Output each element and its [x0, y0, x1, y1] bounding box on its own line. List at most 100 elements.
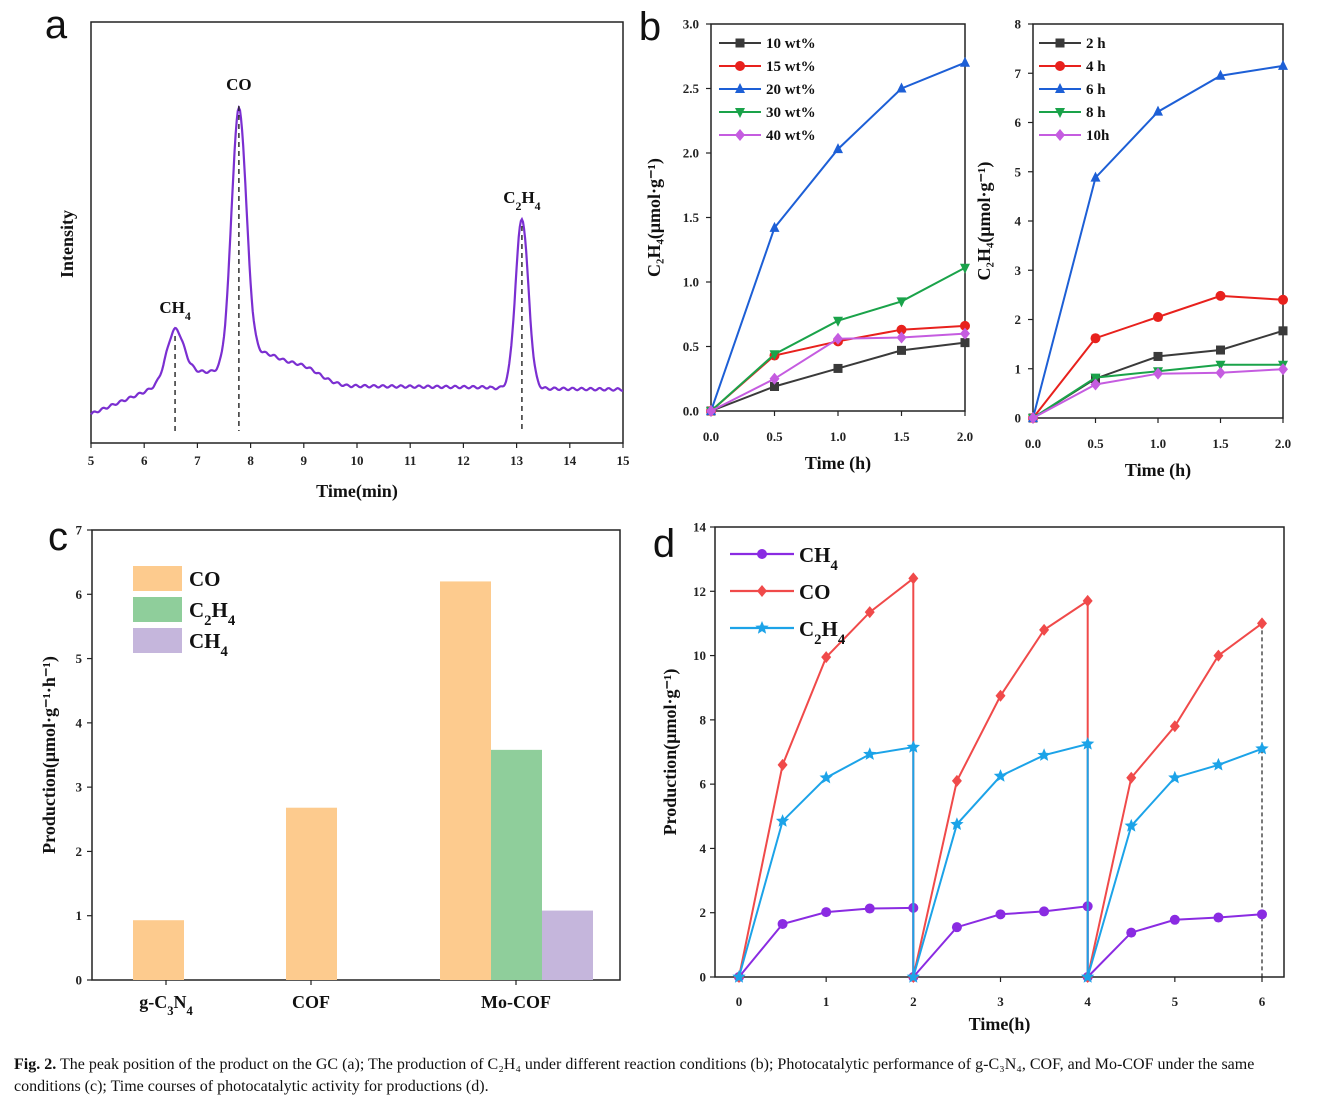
data-point [1215, 290, 1226, 301]
x-tick-label: 10 [351, 453, 364, 468]
data-point [1257, 909, 1267, 920]
x-tick-label: 1.0 [830, 429, 846, 444]
legend-marker [757, 585, 767, 597]
data-point [960, 338, 970, 348]
legend-label: 10 wt% [766, 36, 816, 52]
y-axis-title: C₂H₄(μmol·g⁻¹) [974, 162, 995, 281]
label-part: CH [189, 629, 221, 653]
data-point [1126, 927, 1137, 938]
data-point [706, 405, 716, 417]
label-part: N [174, 992, 187, 1012]
legend-marker [755, 621, 769, 634]
legend-marker [735, 83, 745, 93]
data-point [1255, 741, 1269, 755]
data-point [775, 814, 790, 827]
data-point [960, 320, 970, 331]
legend-label: CO [189, 567, 221, 591]
x-tick-label: 0.5 [766, 429, 783, 444]
data-point [908, 572, 919, 585]
data-point [769, 350, 780, 361]
x-tick-label: 0.5 [1087, 436, 1104, 451]
label-part: H [521, 188, 534, 207]
y-tick-label: 1.0 [683, 275, 699, 290]
legend-marker [1055, 129, 1065, 141]
x-tick-label: 1.5 [893, 429, 910, 444]
data-point [1124, 818, 1138, 832]
legend-marker [1055, 83, 1065, 93]
data-point [1213, 912, 1224, 923]
legend-label: 8 h [1086, 105, 1106, 121]
x-tick-label: 12 [457, 453, 470, 468]
data-point [896, 297, 907, 308]
series-line-2 [710, 61, 966, 412]
legend-marker [735, 108, 745, 118]
y-tick-label: 2 [1015, 312, 1022, 327]
x-tick-label: 1.0 [1150, 436, 1166, 451]
data-point [1039, 623, 1050, 636]
y-tick-label: 14 [693, 520, 707, 535]
legend-label: 4 h [1086, 59, 1106, 75]
data-point [833, 143, 843, 154]
subscript: 2 [204, 613, 211, 629]
legend-marker [1055, 108, 1065, 118]
bar [491, 749, 542, 980]
x-axis-title: Time(h) [969, 1014, 1031, 1035]
data-point [777, 918, 788, 929]
y-tick-label: 10 [693, 648, 706, 663]
bar [133, 920, 184, 980]
label-part: CH [799, 543, 831, 567]
data-point [819, 770, 833, 784]
y-tick-label: 0.0 [683, 404, 699, 419]
y-axis-title: Production(μmol·g⁻¹) [660, 669, 681, 836]
data-point [1153, 105, 1163, 116]
data-point [769, 372, 780, 385]
data-point [993, 769, 1008, 782]
legend-label: C2H4 [799, 617, 846, 648]
data-point [1039, 906, 1050, 917]
data-point [896, 324, 907, 335]
subscript: 4 [535, 199, 541, 213]
data-point [1153, 351, 1163, 361]
label-part: CO [189, 567, 221, 591]
subscript: 2 [814, 632, 821, 648]
y-tick-label: 1 [1015, 361, 1022, 376]
legend-label: 2 h [1086, 36, 1106, 52]
label-part: CH [159, 298, 185, 317]
x-tick-label: 8 [247, 453, 254, 468]
legend-label: CH4 [189, 629, 229, 660]
y-tick-label: 8 [1015, 17, 1022, 32]
y-axis-title: C₂H₄(μmol·g⁻¹) [644, 158, 665, 277]
subscript: 4 [838, 632, 846, 648]
y-axis-title: Production(μmol·g⁻¹·h⁻¹) [39, 656, 60, 854]
plot-frame [90, 21, 624, 444]
category-label: Mo-COF [481, 992, 551, 1012]
panel-label-d: d [653, 522, 675, 566]
label-part: g-C [139, 992, 167, 1012]
subscript: 3 [167, 1004, 173, 1018]
plot-frame [91, 529, 621, 981]
data-point [864, 606, 875, 619]
data-point [1215, 366, 1226, 379]
x-tick-label: 1.5 [1212, 436, 1229, 451]
panel-d-cycle-chart: d0 1 2 3 4 5 602468101214Time(h)Production(μmo… [653, 520, 1285, 1035]
y-tick-label: 6 [1015, 115, 1022, 130]
y-tick-label: 2.0 [683, 146, 699, 161]
legend-swatch [133, 597, 182, 622]
x-tick-label: 6 [1259, 994, 1266, 1009]
y-tick-label: 3.0 [683, 17, 699, 32]
data-point [906, 970, 920, 983]
legend-label: 40 wt% [766, 128, 816, 144]
x-tick-label: 13 [510, 453, 524, 468]
data-point [833, 363, 843, 373]
x-tick-label: 0.0 [1025, 436, 1041, 451]
data-point [1153, 367, 1163, 380]
subscript: 4 [221, 644, 229, 660]
subscript: 4 [228, 613, 236, 629]
data-point [1168, 770, 1182, 784]
data-point [951, 774, 962, 787]
data-point [1278, 363, 1288, 376]
data-point [1028, 412, 1038, 424]
legend-marker [735, 38, 745, 48]
y-tick-label: 2.5 [683, 81, 700, 96]
panel-label-a: a [45, 3, 68, 47]
